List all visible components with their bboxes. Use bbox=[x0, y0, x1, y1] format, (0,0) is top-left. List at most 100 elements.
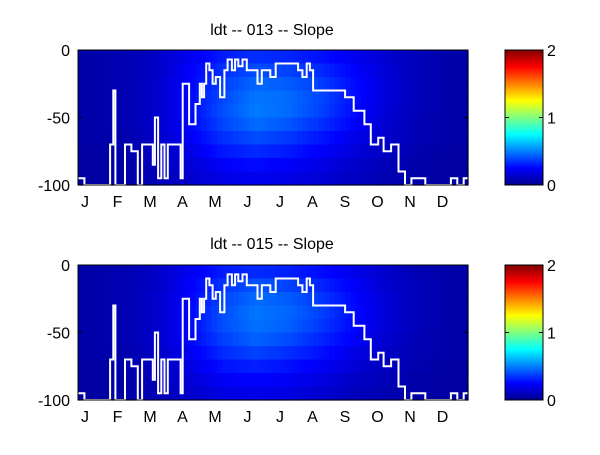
heatmap-cell bbox=[339, 158, 346, 173]
heatmap-cell bbox=[462, 319, 469, 334]
heatmap-cell bbox=[398, 319, 405, 334]
x-tick-label: A bbox=[307, 194, 318, 211]
heatmap-cell bbox=[286, 171, 293, 186]
heatmap-cell bbox=[142, 50, 149, 65]
heatmap-cell bbox=[232, 332, 239, 347]
heatmap-cell bbox=[451, 265, 458, 280]
heatmap-cell bbox=[158, 332, 165, 347]
heatmap-cell bbox=[211, 346, 218, 361]
heatmap-cell bbox=[78, 265, 84, 280]
heatmap-cell bbox=[302, 131, 309, 146]
heatmap-cell bbox=[88, 373, 95, 388]
heatmap-cell bbox=[222, 104, 229, 119]
heatmap-cell bbox=[232, 77, 239, 92]
heatmap-cell bbox=[291, 305, 298, 320]
heatmap-cell bbox=[136, 158, 143, 173]
heatmap-cell bbox=[355, 50, 362, 65]
heatmap-cell bbox=[393, 117, 400, 132]
heatmap-cell bbox=[254, 104, 261, 119]
heatmap-cell bbox=[403, 144, 410, 159]
heatmap-cell bbox=[339, 131, 346, 146]
heatmap-cell bbox=[259, 104, 266, 119]
heatmap-cell bbox=[131, 265, 138, 280]
heatmap-cell bbox=[222, 144, 229, 159]
heatmap-cell bbox=[446, 319, 453, 334]
heatmap-cell bbox=[243, 319, 250, 334]
heatmap-cell bbox=[200, 319, 207, 334]
heatmap-cell bbox=[195, 305, 202, 320]
heatmap-cell bbox=[291, 332, 298, 347]
heatmap-cell bbox=[457, 278, 464, 293]
heatmap-cell bbox=[190, 90, 197, 105]
heatmap-cell bbox=[313, 104, 320, 119]
heatmap-cell bbox=[88, 144, 95, 159]
heatmap-cell bbox=[142, 305, 149, 320]
heatmap-cell bbox=[248, 104, 255, 119]
heatmap-cell bbox=[115, 278, 122, 293]
heatmap-cell bbox=[281, 90, 287, 105]
heatmap-cell bbox=[142, 77, 149, 92]
heatmap-cell bbox=[409, 50, 416, 65]
heatmap-cell bbox=[195, 292, 202, 307]
heatmap-cell bbox=[302, 117, 309, 132]
heatmap-cell bbox=[329, 278, 336, 293]
colorbar-tick-label: 0 bbox=[547, 393, 556, 410]
heatmap-cell bbox=[297, 265, 303, 280]
heatmap-cell bbox=[270, 63, 277, 78]
heatmap-cell bbox=[222, 50, 229, 65]
heatmap-cell bbox=[345, 158, 352, 173]
heatmap-cell bbox=[425, 131, 432, 146]
heatmap-cell bbox=[281, 319, 287, 334]
heatmap-cell bbox=[302, 386, 309, 401]
heatmap-cell bbox=[120, 292, 127, 307]
heatmap-cell bbox=[393, 158, 400, 173]
heatmap-cell bbox=[329, 292, 336, 307]
heatmap-cell bbox=[174, 104, 181, 119]
heatmap-cell bbox=[179, 265, 186, 280]
heatmap-cell bbox=[136, 278, 143, 293]
heatmap-cell bbox=[211, 63, 218, 78]
heatmap-cell bbox=[409, 265, 416, 280]
heatmap-cell bbox=[366, 158, 373, 173]
heatmap-cell bbox=[451, 292, 458, 307]
heatmap-cell bbox=[291, 265, 298, 280]
heatmap-cell bbox=[238, 117, 245, 132]
heatmap-cell bbox=[254, 359, 261, 374]
heatmap-cell bbox=[131, 386, 138, 401]
heatmap-cell bbox=[110, 144, 116, 159]
heatmap-cell bbox=[302, 104, 309, 119]
heatmap-cell bbox=[232, 50, 239, 65]
heatmap-cell bbox=[94, 77, 100, 92]
heatmap-cell bbox=[393, 305, 400, 320]
heatmap-cell bbox=[377, 77, 384, 92]
x-tick-label: M bbox=[143, 194, 156, 211]
heatmap-cell bbox=[302, 171, 309, 186]
heatmap-cell bbox=[414, 292, 421, 307]
heatmap-cell bbox=[259, 346, 266, 361]
heatmap-cell bbox=[398, 305, 405, 320]
heatmap-cell bbox=[142, 158, 149, 173]
heatmap-cell bbox=[243, 158, 250, 173]
heatmap-cell bbox=[462, 131, 469, 146]
heatmap-cell bbox=[446, 292, 453, 307]
heatmap-cell bbox=[345, 332, 352, 347]
heatmap-cell bbox=[206, 158, 213, 173]
heatmap-cell bbox=[446, 158, 453, 173]
heatmap-cell bbox=[302, 359, 309, 374]
heatmap-cell bbox=[281, 386, 287, 401]
heatmap-cell bbox=[419, 332, 426, 347]
heatmap-cell bbox=[409, 292, 416, 307]
heatmap-cell bbox=[184, 346, 191, 361]
heatmap-cell bbox=[83, 77, 90, 92]
heatmap-cell bbox=[158, 50, 165, 65]
heatmap-cell bbox=[334, 104, 341, 119]
x-tick-label: J bbox=[276, 194, 284, 211]
heatmap-cell bbox=[329, 50, 336, 65]
heatmap-cell bbox=[232, 305, 239, 320]
heatmap-cell bbox=[307, 50, 314, 65]
heatmap-cell bbox=[441, 346, 448, 361]
x-tick-label: O bbox=[371, 409, 383, 426]
heatmap-cell bbox=[398, 265, 405, 280]
heatmap-cell bbox=[259, 386, 266, 401]
heatmap-cell bbox=[350, 50, 357, 65]
